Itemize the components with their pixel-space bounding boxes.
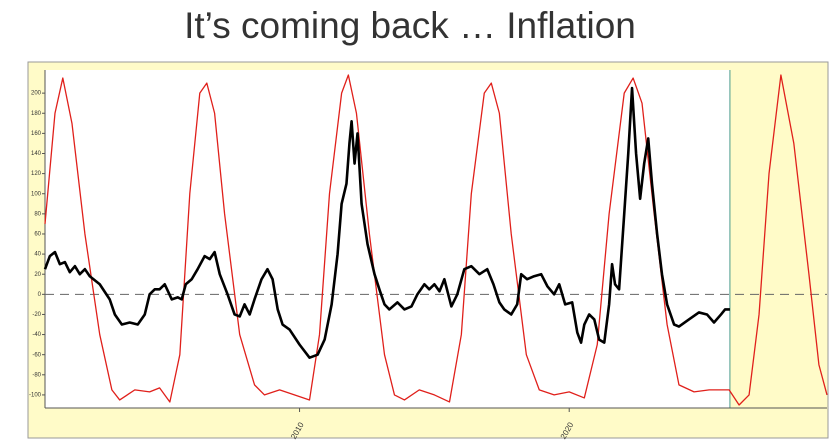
series-line — [43, 86, 730, 359]
y-tick-label: -80 — [32, 372, 41, 378]
shaded-region — [729, 70, 827, 408]
y-tick-label: 60 — [34, 232, 41, 238]
y-tick-label: -20 — [32, 312, 41, 318]
y-tick-label: -60 — [32, 352, 41, 358]
y-tick-label: 120 — [31, 171, 42, 177]
y-tick-label: 40 — [34, 252, 41, 258]
y-tick-label: 0 — [38, 292, 42, 298]
y-tick-label: 100 — [31, 191, 42, 197]
plot-area — [45, 70, 827, 408]
y-tick-label: 20 — [34, 272, 41, 278]
y-tick-label: -100 — [29, 393, 42, 399]
y-tick-label: -40 — [32, 332, 41, 338]
y-tick-label: 80 — [34, 211, 41, 217]
series-line — [44, 74, 828, 406]
y-tick-label: 180 — [31, 111, 42, 117]
y-tick-label: 160 — [31, 131, 42, 137]
y-tick-label: 200 — [31, 91, 42, 97]
y-tick-label: 140 — [31, 151, 42, 157]
chart-title: It’s coming back … Inflation — [184, 5, 636, 46]
